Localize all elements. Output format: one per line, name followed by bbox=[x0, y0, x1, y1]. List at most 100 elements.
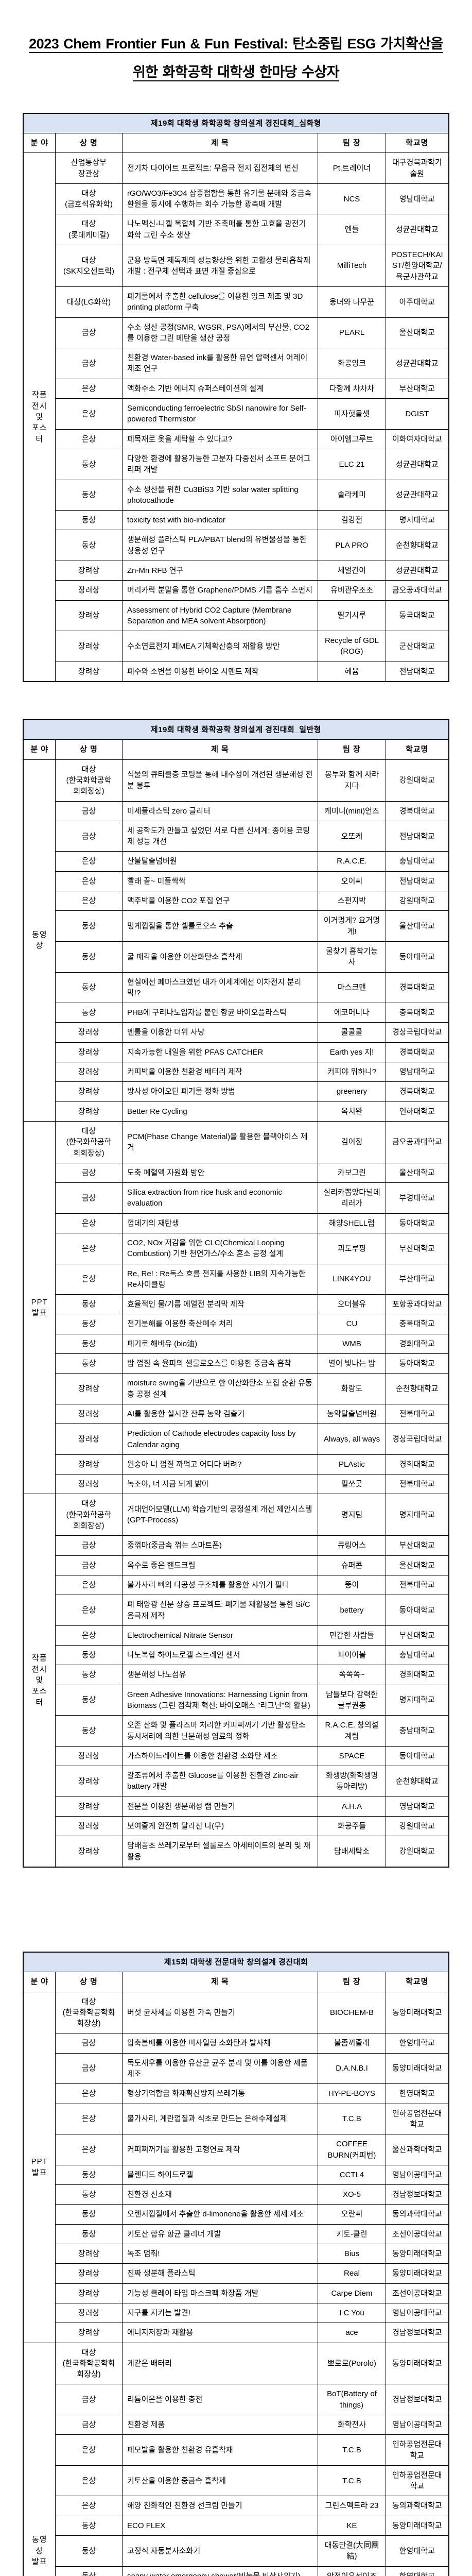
school-cell: 울산과학대학교 bbox=[385, 2134, 449, 2165]
school-cell: 부산대학교 bbox=[385, 1535, 449, 1556]
column-header-3: 팀 장 bbox=[317, 739, 386, 760]
table-row: 장려상 담배꽁초 쓰레기로부터 셀룰로스 아세테이트의 분리 및 재활용 담배세탁소… bbox=[23, 1836, 449, 1868]
table-row: 은상 해양 친화적인 친환경 선크림 만들기 그린스펙트라 23 동의과학대학교 bbox=[23, 2496, 449, 2516]
school-cell: 전북대학교 bbox=[385, 1474, 449, 1495]
table-row: 동상 굴 패각을 이용한 이산화탄소 흡착제 굴찾기 흡착기능사 동아대학교 bbox=[23, 941, 449, 973]
school-cell: 경북대학교 bbox=[385, 1081, 449, 1102]
team-cell: KE bbox=[317, 2515, 386, 2536]
award-cell: 은상 bbox=[55, 2434, 123, 2466]
table-row: 동상 친환경 신소재 XO-5 경남정보대학교 bbox=[23, 2184, 449, 2205]
award-cell: 대상 (한국화학공학 회회장상) bbox=[55, 759, 123, 802]
award-cell: 장려상 bbox=[55, 631, 123, 662]
award-cell: 대상 (한국화학공학회 회장상) bbox=[55, 2342, 123, 2385]
title-cell: 키토산 함유 항균 클리너 개발 bbox=[121, 2224, 318, 2245]
team-cell: LINK4YOU bbox=[317, 1263, 386, 1295]
team-cell: 쏙쏙쏙~ bbox=[317, 1665, 386, 1685]
school-cell: 순천향대학교 bbox=[385, 530, 449, 561]
title-cell: PHB에 구리나노입자를 붙인 항균 바이오플라스틱 bbox=[121, 1003, 318, 1023]
team-cell: 불좀꺼줄래 bbox=[317, 2033, 386, 2054]
team-cell: 마스크맨 bbox=[317, 972, 386, 1004]
table-row: 동상 고정식 자동분사소화기 대동단결(大同團結) 한영대학교 bbox=[23, 2535, 449, 2567]
award-cell: 은상 bbox=[55, 398, 123, 430]
title-cell: 수소 생산을 위한 Cu3BiS3 기반 solar water splitti… bbox=[121, 479, 318, 511]
award-cell: 장려상 bbox=[55, 1101, 123, 1122]
table-row: 장려상 가스하이드레이트를 이용한 친환경 소화탄 제조 SPACE 동아대학교 bbox=[23, 1745, 449, 1767]
award-cell: 대상 (SK지오센트릭) bbox=[55, 245, 123, 287]
school-cell: 경희대학교 bbox=[385, 1454, 449, 1475]
school-cell: 명지대학교 bbox=[385, 1494, 449, 1536]
team-cell: PLA PRO bbox=[317, 530, 386, 561]
award-cell: 동상 bbox=[55, 530, 123, 561]
team-cell: I C You bbox=[317, 2302, 386, 2324]
table-row: 장려상 지구를 지키는 발견! I C You 영남이공대학교 bbox=[23, 2302, 449, 2324]
title-cell: 식물의 큐티클층 코팅을 통해 내수성이 개선된 생분해성 전분 봉투 bbox=[121, 759, 318, 802]
table-row: 장려상 원숭아 너 껍질 까먹고 어디다 버려? PLAstic 경희대학교 bbox=[23, 1454, 449, 1475]
team-cell: 오란씨 bbox=[317, 2204, 386, 2225]
school-cell: 조선이공대학교 bbox=[385, 2283, 449, 2303]
award-cell: 은상 bbox=[55, 2134, 123, 2165]
team-cell: 아이엠그루트 bbox=[317, 429, 386, 449]
title-cell: 액화수소 기반 에너지 슈퍼스테이션의 설계 bbox=[121, 378, 318, 399]
title-cell: toxicity test with bio-indicator bbox=[121, 510, 318, 531]
title-cell: soapy water emergency shower(비눗물 비상샤워기) bbox=[121, 2566, 318, 2576]
table-row: 은상 폐목재로 옷을 세탁할 수 있다고? 아이엠그루트 이화여자대학교 bbox=[23, 429, 449, 449]
title-cell: 폐기로 해바유 (bio油) bbox=[121, 1333, 318, 1354]
school-cell: 경상국립대학교 bbox=[385, 1423, 449, 1455]
table-row: 장려상 진짜 생분해 플라스틱 Real 동양미래대학교 bbox=[23, 2263, 449, 2284]
title-cell: 압축봄베를 이용한 미사일형 소화탄과 발사체 bbox=[121, 2033, 318, 2054]
table-row: 금상 친환경 제품 화학전사 영남이공대학교 bbox=[23, 2414, 449, 2435]
school-cell: 부산대학교 bbox=[385, 1232, 449, 1264]
table-row: 장려상 AI를 활용한 실시간 잔류 농약 검출기 농약탈출넘버원 전북대학교 bbox=[23, 1403, 449, 1425]
team-cell: NCS bbox=[317, 183, 386, 215]
school-cell: 인하공업전문대학교 bbox=[385, 2103, 449, 2135]
title-cell: 폐모발을 활용한 친환경 유흡착재 bbox=[121, 2434, 318, 2466]
team-cell: 필쏘굿 bbox=[317, 1474, 386, 1495]
table-row: 금상 독도새우를 이용한 유산균 균주 분리 및 이를 이용한 제품 제조 D.A.… bbox=[23, 2053, 449, 2084]
team-cell: 슈퍼콘 bbox=[317, 1555, 386, 1575]
field-cell: 작품 전시 및 포스터 bbox=[23, 152, 56, 682]
title-cell: 나노멕신-니켈 복합체 기반 조촉매를 통한 고효율 광전기화학 그린 수소 생… bbox=[121, 214, 318, 246]
table-row: 금상 도축 폐혈액 자원화 방안 카보그린 울산대학교 bbox=[23, 1162, 449, 1183]
award-cell: 동상 bbox=[55, 479, 123, 511]
team-cell: 오또케 bbox=[317, 820, 386, 852]
award-cell: 금상 bbox=[55, 2384, 123, 2415]
award-cell: 동상 bbox=[55, 2535, 123, 2567]
team-cell: 안전이우선이조 bbox=[317, 2566, 386, 2576]
table-row: 은상 Semiconducting ferroelectric SbSI nano… bbox=[23, 398, 449, 430]
title-cell: 산불탈출넘버원 bbox=[121, 851, 318, 872]
team-cell: COFFEE BURN(커피번) bbox=[317, 2134, 386, 2165]
team-cell: HY-PE-BOYS bbox=[317, 2083, 386, 2104]
award-cell: 금상 bbox=[55, 2033, 123, 2054]
school-cell: 울산대학교 bbox=[385, 910, 449, 942]
table-row: 동상 폐기로 해바유 (bio油) WMB 경희대학교 bbox=[23, 1333, 449, 1354]
table-row: 장려상 멘톨을 이용한 더위 사냥 쿨쿨쿨 경상국립대학교 bbox=[23, 1022, 449, 1043]
title-cell: 방사성 아이오딘 폐기물 정화 방법 bbox=[121, 1081, 318, 1102]
award-cell: 은상 bbox=[55, 378, 123, 399]
team-cell: 농약탈출넘버원 bbox=[317, 1403, 386, 1425]
column-header-4: 학교명 bbox=[385, 1972, 449, 1992]
title-cell: 지속가능한 내일을 위한 PFAS CATCHER bbox=[121, 1042, 318, 1063]
title-cell: 지구를 지키는 발견! bbox=[121, 2302, 318, 2324]
award-cell: 동상 bbox=[55, 2204, 123, 2225]
title-cell: 미세플라스틱 zero 글리터 bbox=[121, 801, 318, 821]
column-header-2: 제 목 bbox=[121, 1972, 318, 1992]
table-row: 금상 친환경 Water-based ink를 활용한 유연 압력센서 어레이 제… bbox=[23, 348, 449, 379]
school-cell: 조선이공대학교 bbox=[385, 2224, 449, 2245]
team-cell: 키토-클린 bbox=[317, 2224, 386, 2245]
team-cell: 에코머니나 bbox=[317, 1003, 386, 1023]
title-cell: 커피박을 이용한 친환경 배터리 제작 bbox=[121, 1062, 318, 1082]
table-row: 장려상 moisture swing을 기반으로 한 이산화탄소 포집 순환 유동… bbox=[23, 1373, 449, 1404]
award-cell: 장려상 bbox=[55, 1454, 123, 1475]
field-cell: PPT 발표 bbox=[23, 1991, 56, 2343]
award-cell: 은상 bbox=[55, 429, 123, 449]
school-cell: 동양미래대학교 bbox=[385, 2263, 449, 2284]
school-cell: 동아대학교 bbox=[385, 1595, 449, 1626]
title-cell: Prediction of Cathode electrodes capacit… bbox=[121, 1423, 318, 1455]
title-cell: 중꺾마(중금속 꺾는 스마트폰) bbox=[121, 1535, 318, 1556]
title-cell: 에너지저장과 재활용 bbox=[121, 2323, 318, 2343]
team-cell: 민감한 사람들 bbox=[317, 1625, 386, 1646]
